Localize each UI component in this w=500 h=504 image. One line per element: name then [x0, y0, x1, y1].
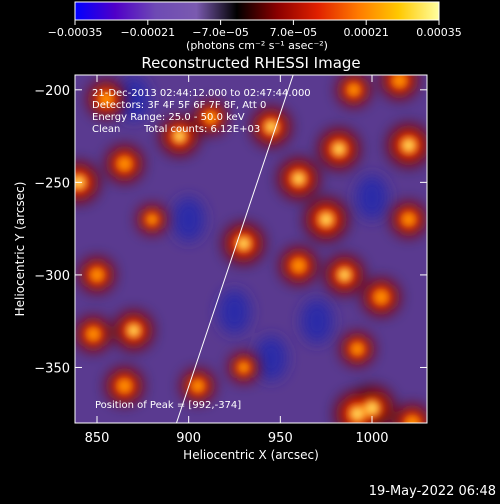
source-middle — [349, 341, 365, 357]
source-core — [321, 214, 331, 225]
source-core — [367, 403, 377, 414]
colorbar: −0.00035 −0.00021 −7.0e−05 7.0e−05 0.00021 0.… — [48, 1, 462, 52]
y-tick-label: −300 — [34, 269, 70, 284]
emission-core-layer — [75, 75, 421, 423]
axis-ticks: 850 900 950 1000 −200 −250 −300 −350 — [34, 75, 427, 446]
source-core — [239, 238, 249, 249]
y-tick-label: −200 — [34, 84, 70, 99]
colorbar-units-label: (photons cm⁻² s⁻¹ asec⁻²) — [186, 39, 328, 52]
source-middle — [372, 288, 390, 306]
annotation-clean: Clean — [92, 124, 120, 135]
colorbar-tick-label: −0.00021 — [120, 26, 175, 39]
dim-region — [218, 289, 251, 334]
source-middle — [116, 377, 133, 395]
x-tick-label: 1000 — [355, 431, 388, 446]
dim-region — [301, 299, 333, 344]
source-middle — [89, 266, 105, 283]
source-middle — [116, 155, 133, 173]
dim-region — [255, 336, 288, 381]
source-middle — [391, 75, 408, 89]
source-core — [403, 140, 414, 151]
x-tick-label: 850 — [85, 431, 110, 446]
x-axis-label: Heliocentric X (arcsec) — [183, 448, 319, 462]
x-tick-label: 950 — [268, 431, 293, 446]
source-core — [129, 326, 139, 335]
source-middle — [203, 109, 219, 126]
annotation-time-range: 21-Dec-2013 02:44:12.000 to 02:47:44.000 — [92, 88, 311, 99]
annotation-detectors: Detectors: 3F 4F 5F 6F 7F 8F, Att 0 — [92, 100, 266, 111]
annotation-energy-range: Energy Range: 25.0 - 50.0 keV — [92, 112, 245, 123]
annotation-peak-position: Position of Peak = [992,-374] — [95, 400, 241, 411]
annotations: 21-Dec-2013 02:44:12.000 to 02:47:44.000… — [92, 88, 311, 411]
dim-region — [356, 175, 388, 220]
dim-emission-layer — [117, 77, 388, 381]
chart-title: Reconstructed RHESSI Image — [141, 54, 360, 72]
plot-area: 850 900 950 1000 −200 −250 −300 −350 — [34, 74, 428, 446]
source-core — [340, 270, 349, 280]
source-middle — [145, 212, 159, 227]
source-middle — [190, 378, 206, 394]
colorbar-tick-label: 7.0e−05 — [270, 26, 317, 39]
source-middle — [97, 90, 115, 108]
y-tick-label: −350 — [34, 361, 70, 376]
emission-layer — [75, 75, 427, 423]
footer-timestamp: 19-May-2022 06:48 — [369, 484, 496, 499]
x-tick-label: 900 — [176, 431, 201, 446]
colorbar-tick-label: 0.00021 — [343, 26, 389, 39]
colorbar-tick-label: 0.00035 — [416, 26, 462, 39]
annotation-total-counts: Total counts: 6.12E+03 — [143, 124, 260, 135]
colorbar-gradient — [74, 1, 440, 21]
colorbar-tick-label: −7.0e−05 — [192, 26, 249, 39]
colorbar-ticks: −0.00035 −0.00021 −7.0e−05 7.0e−05 0.00021 0.… — [48, 20, 462, 39]
dim-region — [172, 197, 205, 242]
y-axis-label: Heliocentric Y (arcsec) — [13, 182, 27, 317]
source-core — [266, 122, 276, 132]
source-middle — [403, 414, 421, 423]
colorbar-tick-label: −0.00035 — [48, 26, 103, 39]
solar-limb-line — [175, 75, 294, 423]
source-middle — [290, 257, 308, 275]
source-core — [352, 408, 363, 419]
source-core — [175, 131, 184, 141]
source-core — [294, 174, 304, 184]
source-core — [334, 144, 344, 154]
source-middle — [400, 211, 417, 228]
source-middle — [85, 326, 102, 343]
y-tick-label: −250 — [34, 176, 70, 191]
source-middle — [236, 360, 251, 375]
source-middle — [346, 82, 362, 98]
plot-frame — [74, 74, 428, 424]
dim-region — [117, 77, 150, 122]
